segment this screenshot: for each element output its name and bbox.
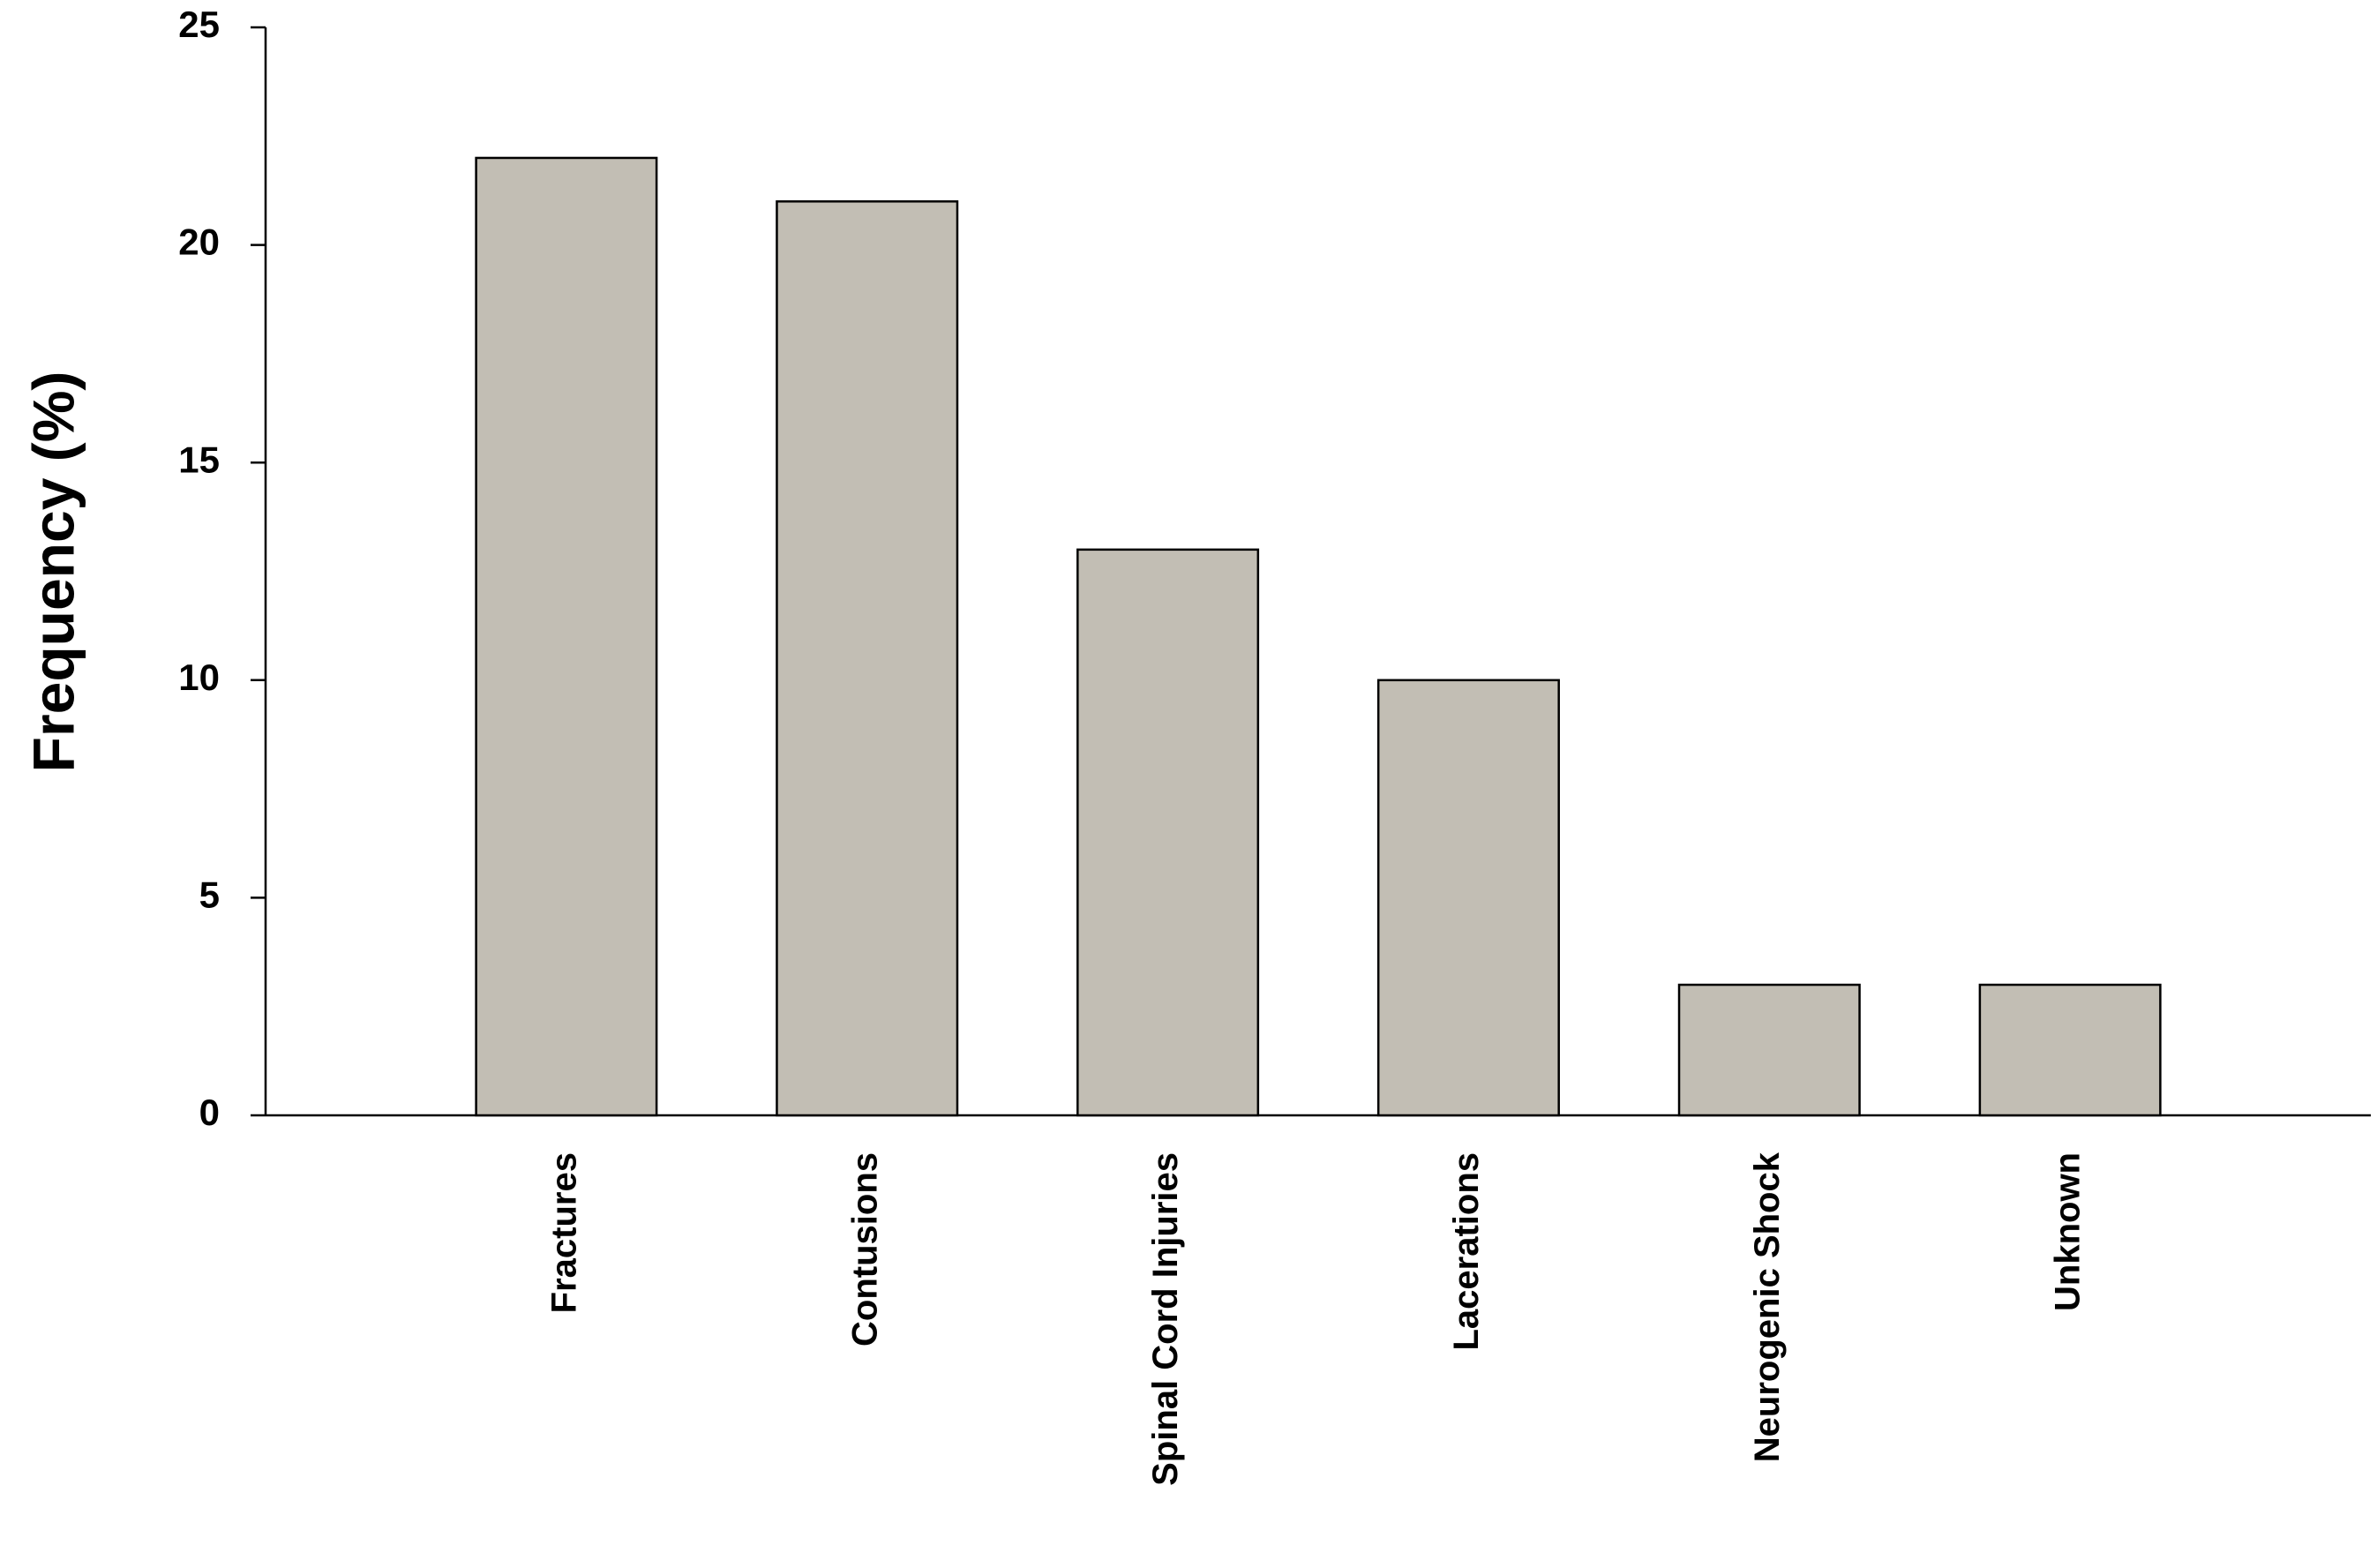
y-tick-label: 0 [199,1092,220,1133]
y-tick-label: 25 [178,4,220,45]
bar [1978,983,2162,1117]
y-tick-label: 20 [178,221,220,263]
bar [475,156,658,1117]
x-tick-label: Spinal Cord Injuries [1146,1152,1185,1486]
x-tick-label: Neurogenic Shock [1748,1152,1787,1462]
bar [1076,548,1260,1117]
y-tick-label: 10 [178,656,220,698]
y-axis-title: Frequency (%) [20,371,86,773]
x-tick-label: Contusions [845,1152,884,1347]
bar [776,200,959,1117]
bar [1376,679,1560,1117]
y-tick-label: 5 [199,874,220,915]
x-tick-label: Lacerations [1447,1152,1486,1351]
y-tick-label: 15 [178,439,220,480]
x-tick-label: Unknown [2049,1152,2088,1311]
x-tick-label: Fractures [544,1152,583,1313]
bar [1677,983,1861,1117]
